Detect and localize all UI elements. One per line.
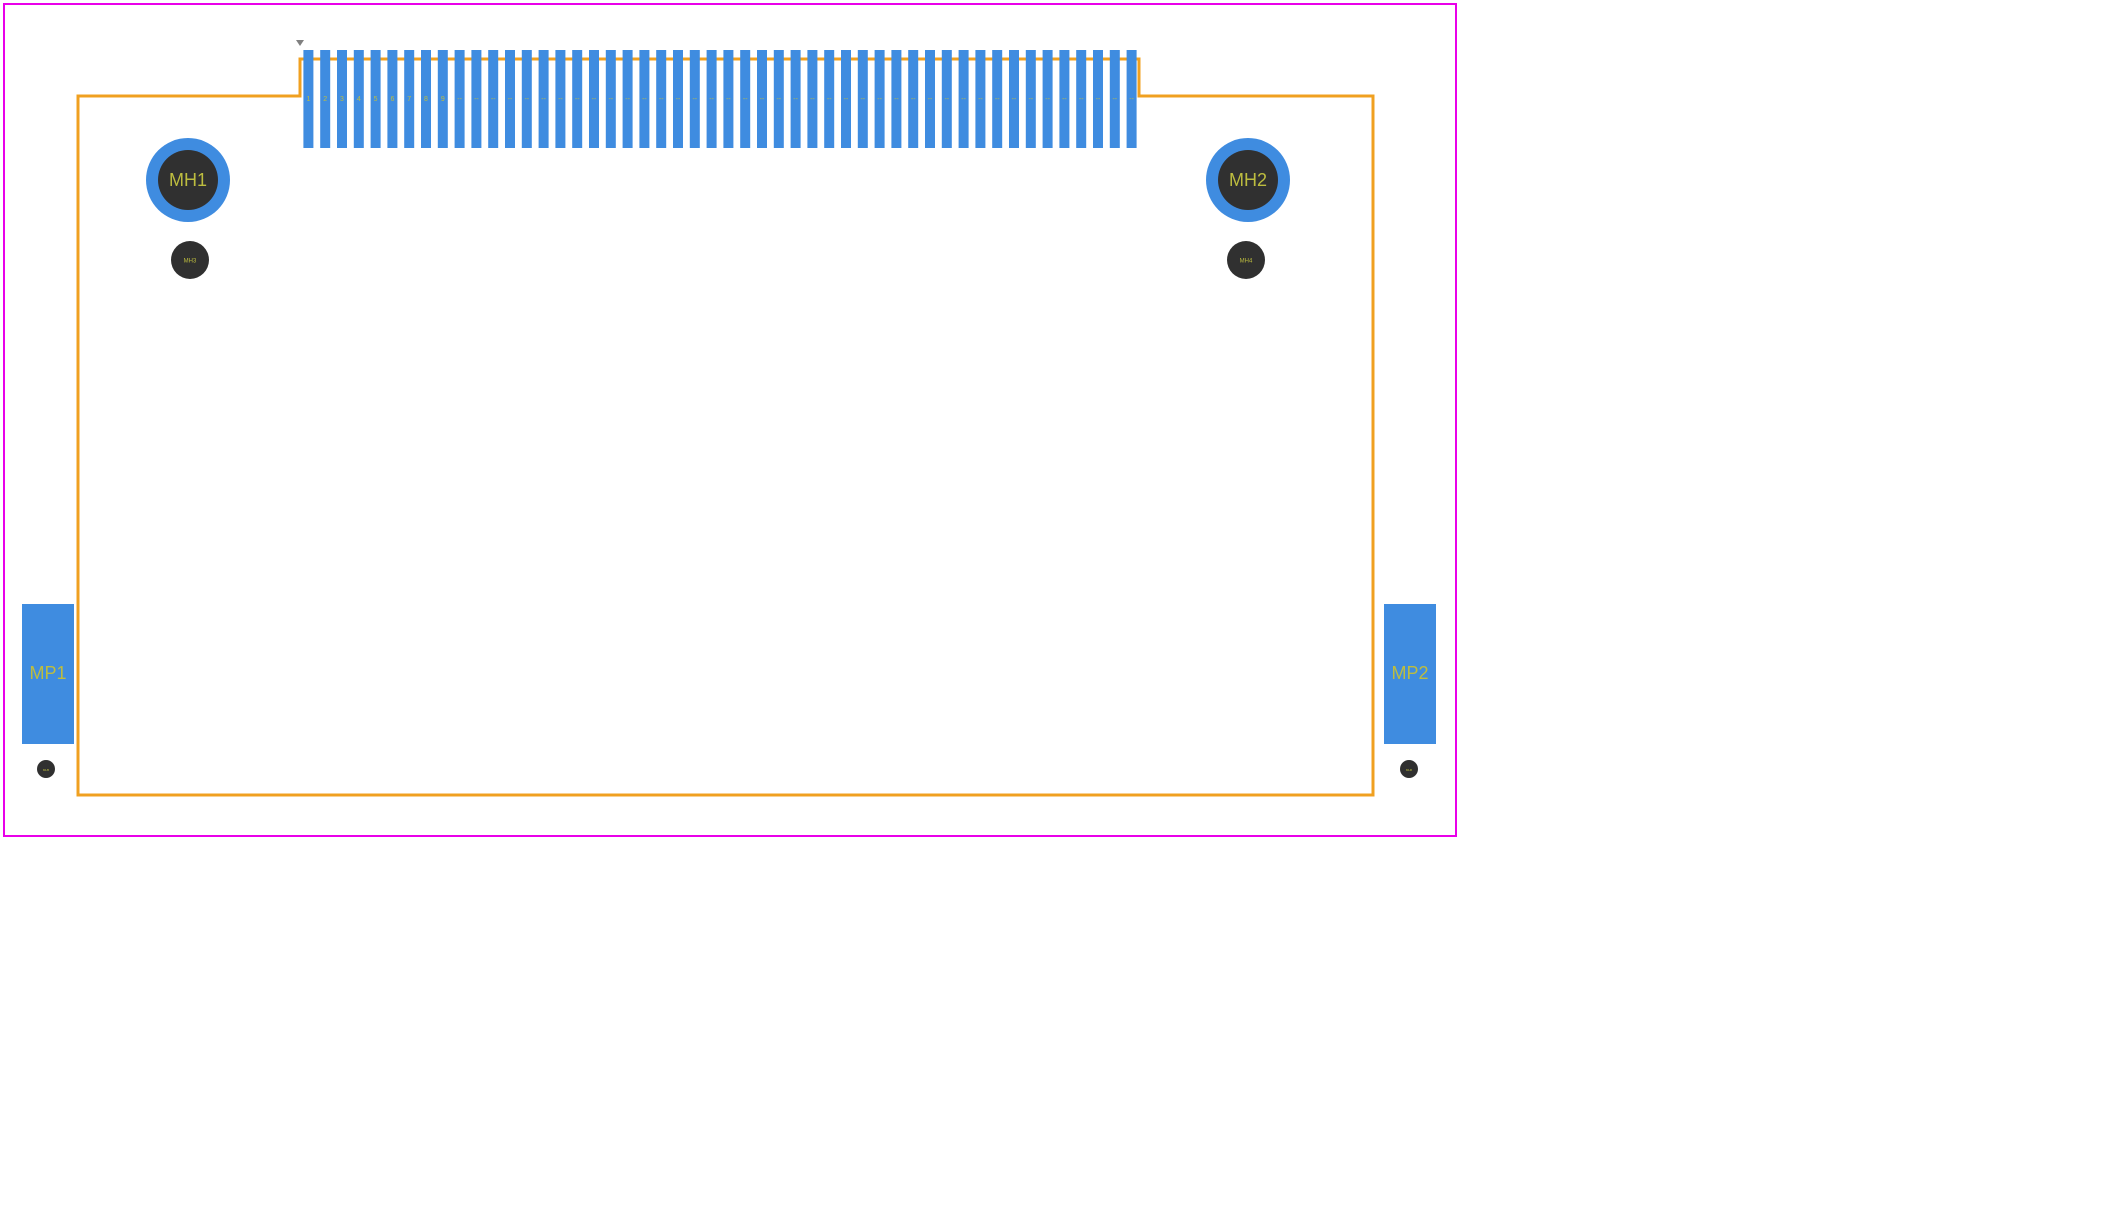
pin-label: 9 — [441, 96, 445, 103]
pin-label: -- — [860, 96, 865, 103]
pcb-footprint-diagram: 1 2 3 4 5 6 7 8 9 -- -- -- -- -- -- -- -- -- -- -- -- -- -- -- -… — [0, 0, 2108, 840]
mh2-label: MH2 — [1229, 170, 1267, 190]
pin-label: 2 — [323, 96, 327, 103]
pin-label: 7 — [407, 96, 411, 103]
pin-label: -- — [894, 96, 899, 103]
pin-label: -- — [827, 96, 832, 103]
pin-label: -- — [541, 96, 546, 103]
mh1-label: MH1 — [169, 170, 207, 190]
pin-label: -- — [575, 96, 580, 103]
pin-label: -- — [1012, 96, 1017, 103]
pin-label: -- — [760, 96, 765, 103]
pin-label: -- — [1129, 96, 1134, 103]
pin-label: 8 — [424, 96, 428, 103]
pin-label: -- — [961, 96, 966, 103]
pin-label: -- — [625, 96, 630, 103]
mh4-label: MH4 — [1240, 259, 1253, 265]
mp1-label: MP1 — [29, 663, 66, 683]
pin-label: -- — [1045, 96, 1050, 103]
pin-label: -- — [592, 96, 597, 103]
pin-label: -- — [692, 96, 697, 103]
pin-label: -- — [911, 96, 916, 103]
pin-label: -- — [474, 96, 479, 103]
pin-label: -- — [978, 96, 983, 103]
pin-label: -- — [709, 96, 714, 103]
pin-label: 4 — [357, 96, 361, 103]
pin-label: -- — [877, 96, 882, 103]
pin-label: -- — [642, 96, 647, 103]
mh6-label: MH6 — [1406, 768, 1413, 772]
pin-label: -- — [491, 96, 496, 103]
mh3-label: MH3 — [184, 259, 197, 265]
pin-label: 3 — [340, 96, 344, 103]
pin-label: -- — [1079, 96, 1084, 103]
pin-label: -- — [676, 96, 681, 103]
pin-label: -- — [844, 96, 849, 103]
footprint-svg: 1 2 3 4 5 6 7 8 9 -- -- -- -- -- -- -- -- -- -- -- -- -- -- -- -… — [0, 0, 1460, 840]
pin-label: -- — [995, 96, 1000, 103]
pin-label: -- — [524, 96, 529, 103]
pin-label: -- — [608, 96, 613, 103]
pin-label: -- — [810, 96, 815, 103]
pin-label: -- — [1062, 96, 1067, 103]
pin-label: -- — [743, 96, 748, 103]
pin-label: -- — [1028, 96, 1033, 103]
mp2-label: MP2 — [1391, 663, 1428, 683]
mh5-label: MH5 — [43, 768, 50, 772]
pin-label: -- — [558, 96, 563, 103]
pin-label: -- — [457, 96, 462, 103]
pin-label: -- — [508, 96, 513, 103]
pin-label: -- — [726, 96, 731, 103]
pin-label: -- — [776, 96, 781, 103]
pin-label: -- — [793, 96, 798, 103]
pin-label: 6 — [390, 96, 394, 103]
pin-label: -- — [1096, 96, 1101, 103]
pin-label: -- — [944, 96, 949, 103]
pin-label: 1 — [306, 96, 310, 103]
pin-label: 5 — [374, 96, 378, 103]
pin-label: -- — [928, 96, 933, 103]
pin-label: -- — [1112, 96, 1117, 103]
pin-label: -- — [659, 96, 664, 103]
